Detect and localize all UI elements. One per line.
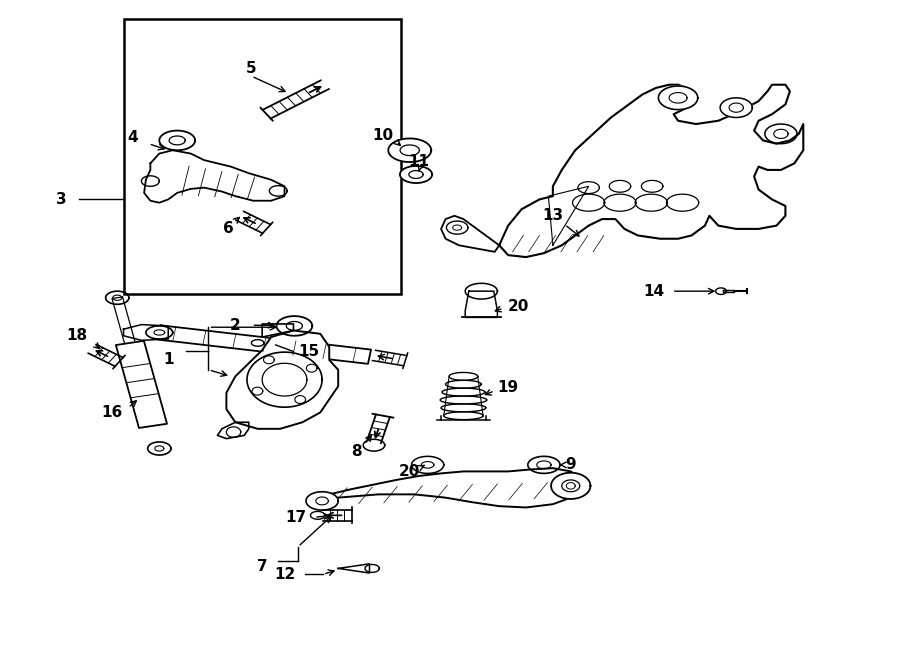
Polygon shape	[158, 325, 371, 364]
Text: 15: 15	[298, 344, 320, 359]
Text: 13: 13	[543, 208, 563, 223]
Polygon shape	[218, 422, 248, 439]
Text: 5: 5	[246, 61, 256, 76]
Text: 19: 19	[498, 380, 518, 395]
Polygon shape	[411, 456, 444, 473]
Polygon shape	[364, 440, 384, 451]
Text: 8: 8	[351, 444, 362, 459]
Bar	[123, 19, 400, 294]
Polygon shape	[116, 341, 167, 428]
Polygon shape	[465, 284, 498, 299]
Polygon shape	[146, 326, 173, 339]
Polygon shape	[316, 468, 580, 508]
Polygon shape	[276, 316, 312, 336]
Text: 10: 10	[373, 128, 393, 143]
Polygon shape	[159, 131, 195, 150]
Text: 14: 14	[644, 284, 664, 299]
Polygon shape	[720, 98, 752, 118]
Text: 18: 18	[67, 329, 87, 343]
Polygon shape	[227, 330, 338, 429]
Polygon shape	[262, 324, 293, 337]
Text: 3: 3	[56, 192, 67, 207]
Text: 20: 20	[399, 464, 420, 479]
Text: 1: 1	[163, 352, 174, 368]
Text: 16: 16	[102, 405, 122, 420]
Polygon shape	[112, 297, 137, 351]
Text: 20: 20	[508, 299, 528, 314]
Polygon shape	[441, 215, 500, 252]
Text: 7: 7	[256, 559, 267, 574]
Polygon shape	[123, 325, 168, 340]
Text: 4: 4	[127, 130, 138, 145]
Polygon shape	[551, 473, 590, 499]
Polygon shape	[723, 290, 734, 292]
Polygon shape	[388, 138, 431, 162]
Text: 12: 12	[274, 567, 296, 582]
Text: 17: 17	[285, 510, 307, 525]
Text: 6: 6	[223, 221, 234, 237]
Polygon shape	[500, 85, 804, 257]
Text: 11: 11	[409, 154, 429, 169]
Text: 2: 2	[230, 318, 240, 332]
Polygon shape	[400, 166, 432, 183]
Polygon shape	[659, 86, 698, 110]
Polygon shape	[306, 492, 338, 510]
Polygon shape	[144, 150, 284, 203]
Text: 9: 9	[565, 457, 576, 473]
Polygon shape	[338, 564, 370, 573]
Polygon shape	[465, 292, 498, 317]
